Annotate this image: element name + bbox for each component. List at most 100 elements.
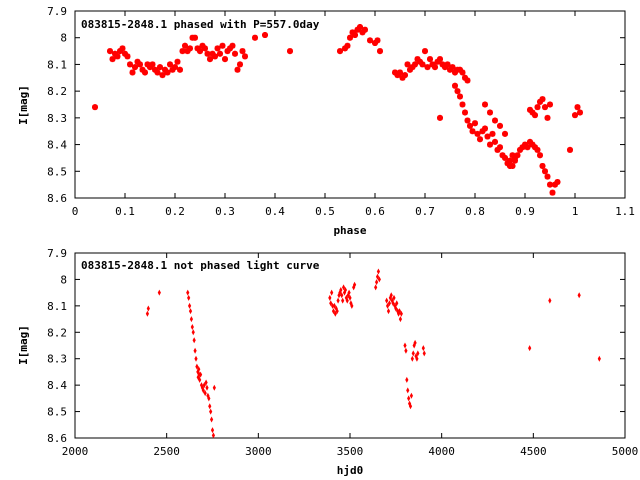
- data-point: [391, 300, 395, 307]
- data-point: [544, 114, 551, 121]
- data-point: [472, 120, 478, 127]
- data-point: [477, 136, 483, 143]
- data-point: [374, 284, 378, 291]
- data-point: [333, 310, 337, 317]
- data-point: [539, 162, 546, 169]
- data-point: [577, 109, 583, 116]
- data-point: [192, 34, 198, 41]
- data-point: [169, 66, 176, 73]
- data-point: [172, 64, 178, 71]
- data-point: [399, 310, 403, 317]
- data-point: [211, 432, 216, 439]
- data-point: [346, 292, 350, 299]
- data-point: [484, 133, 491, 140]
- chart-title: 083815-2848.1 phased with P=557.0day: [81, 18, 320, 31]
- data-point: [542, 168, 548, 175]
- x-axis-label: phase: [333, 224, 366, 237]
- data-point: [412, 61, 418, 68]
- y-axis-label: I[mag]: [17, 325, 30, 365]
- data-point: [252, 34, 258, 41]
- data-point: [547, 101, 553, 108]
- data-point: [504, 160, 511, 167]
- data-point: [489, 130, 496, 137]
- data-point: [552, 181, 558, 188]
- data-point: [574, 104, 581, 111]
- y-tick-label: 8.5: [47, 406, 67, 419]
- data-point: [345, 297, 349, 304]
- x-tick-label: 0.5: [315, 205, 335, 218]
- data-point: [209, 408, 213, 415]
- data-point: [137, 61, 143, 68]
- data-point: [352, 32, 358, 39]
- data-point: [393, 302, 397, 309]
- data-point: [399, 74, 406, 81]
- data-point: [122, 50, 128, 57]
- data-point: [331, 308, 336, 315]
- data-point: [544, 173, 551, 180]
- data-point: [142, 69, 148, 76]
- x-tick-label: 1.1: [615, 205, 635, 218]
- data-point: [375, 273, 380, 280]
- data-point: [146, 305, 150, 312]
- data-point: [197, 48, 203, 55]
- data-point: [186, 289, 190, 296]
- data-point: [452, 69, 458, 76]
- x-tick-label: 0.6: [365, 205, 385, 218]
- data-point: [405, 376, 409, 383]
- data-point: [437, 114, 443, 121]
- data-point: [459, 101, 466, 108]
- data-point: [522, 141, 528, 148]
- data-point: [532, 112, 538, 119]
- x-tick-label: 0.2: [165, 205, 185, 218]
- data-point: [337, 48, 343, 55]
- data-point: [529, 109, 536, 116]
- data-point: [139, 66, 146, 73]
- data-point: [419, 61, 426, 68]
- data-point: [182, 42, 188, 49]
- data-point: [332, 302, 337, 309]
- data-point: [434, 58, 441, 65]
- data-point: [507, 162, 513, 169]
- data-point: [330, 289, 334, 296]
- data-point: [157, 64, 163, 71]
- x-tick-label: 3000: [245, 445, 272, 458]
- data-point: [487, 109, 493, 116]
- data-point: [157, 289, 161, 296]
- data-point: [174, 58, 181, 65]
- data-point: [127, 61, 133, 68]
- phased-light-curve-chart: 0 0.1 0.2 0.3 0.4 0.5 0.6 0.7 0.8 0.9 1 1.1 7.9 8 8.1…: [17, 5, 635, 237]
- x-tick-label: 1: [572, 205, 579, 218]
- y-tick-label: 8.5: [47, 165, 67, 178]
- data-point: [237, 61, 243, 68]
- data-point: [195, 363, 199, 370]
- data-point: [524, 144, 531, 151]
- data-point: [395, 300, 399, 307]
- data-point: [534, 146, 541, 153]
- data-point: [479, 128, 486, 135]
- data-point: [341, 284, 346, 291]
- data-points: [145, 268, 601, 439]
- data-point: [209, 416, 214, 423]
- data-point: [219, 42, 226, 49]
- x-tick-label: 0: [72, 205, 79, 218]
- data-point: [539, 96, 546, 103]
- data-point: [357, 24, 363, 31]
- data-point: [214, 45, 221, 52]
- unphased-light-curve-chart: 2000 2500 3000 3500 4000 4500 5000 7.9 8 8.1 8.2 8…: [17, 247, 638, 477]
- data-point: [492, 138, 498, 145]
- y-tick-label: 8.2: [47, 326, 67, 339]
- data-point: [567, 146, 573, 153]
- data-point: [402, 72, 408, 79]
- data-point: [352, 284, 356, 291]
- data-point: [390, 297, 394, 304]
- data-point: [577, 292, 581, 299]
- x-tick-label: 2500: [153, 445, 180, 458]
- data-point: [187, 294, 191, 301]
- data-point: [397, 69, 403, 76]
- data-point: [497, 122, 503, 129]
- data-point: [184, 48, 191, 55]
- data-point: [203, 390, 207, 397]
- data-point: [198, 371, 203, 378]
- data-point: [242, 53, 248, 60]
